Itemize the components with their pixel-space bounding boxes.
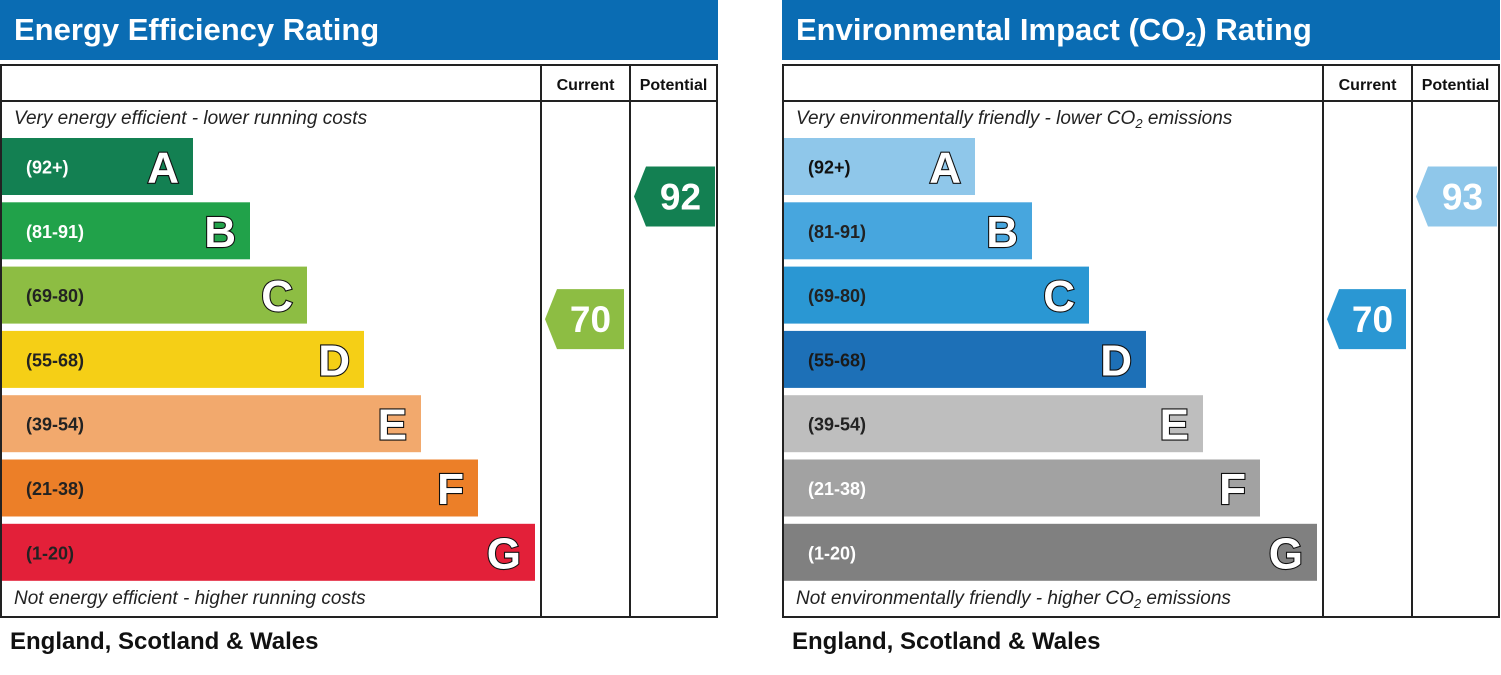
band-bar (784, 459, 1260, 517)
band-bar (784, 523, 1317, 581)
band-e: (39-54) E (2, 395, 421, 453)
band-letter: C (261, 272, 293, 321)
band-letter: F (437, 465, 464, 514)
bottom-note: Not energy efficient - higher running co… (14, 588, 366, 609)
band-letter: E (378, 401, 407, 450)
band-a: (92+) A (784, 138, 975, 195)
potential-column-header: Potential (1422, 77, 1490, 94)
band-range-label: (81-91) (808, 222, 866, 242)
band-bar (2, 395, 421, 453)
band-range-label: (1-20) (808, 543, 856, 563)
band-range-label: (1-20) (26, 543, 74, 563)
footer-region: England, Scotland & Wales (10, 628, 319, 655)
band-c: (69-80) C (784, 266, 1089, 324)
current-column-header: Current (1339, 77, 1397, 94)
band-d: (55-68) D (784, 330, 1146, 388)
band-bar (784, 138, 975, 195)
band-a: (92+) A (2, 138, 193, 195)
band-range-label: (92+) (808, 158, 851, 178)
band-bar (2, 138, 193, 195)
environmental-impact-panel: Current Potential (92+) A (81-91) B (69-80) C (5… (782, 0, 1500, 675)
current-column-header: Current (557, 77, 615, 94)
band-range-label: (69-80) (808, 286, 866, 306)
band-g: (1-20) G (2, 523, 535, 581)
band-letter: C (1043, 272, 1075, 321)
potential-rating: 92 (634, 166, 715, 227)
potential-rating-arrow (634, 166, 715, 227)
environmental-impact-chart: Current Potential (92+) A (81-91) B (69-80) C (5… (782, 64, 1500, 618)
current-rating-arrow (1327, 289, 1406, 350)
band-bar (2, 266, 307, 324)
current-rating-value: 70 (570, 299, 611, 340)
title-bar: Energy Efficiency Rating (0, 0, 718, 60)
band-g: (1-20) G (784, 523, 1317, 581)
current-rating-value: 70 (1352, 299, 1393, 340)
band-bar (2, 523, 535, 581)
band-letter: B (986, 208, 1018, 257)
footer-region: England, Scotland & Wales (792, 628, 1101, 655)
band-b: (81-91) B (784, 202, 1032, 260)
band-bar (784, 202, 1032, 260)
bottom-note: Not environmentally friendly - higher CO… (796, 588, 1231, 611)
band-range-label: (21-38) (808, 479, 866, 499)
potential-rating-value: 92 (660, 177, 701, 218)
band-bar (784, 266, 1089, 324)
band-e: (39-54) E (784, 395, 1203, 453)
top-note: Very energy efficient - lower running co… (14, 108, 368, 129)
band-range-label: (55-68) (26, 350, 84, 370)
band-d: (55-68) D (2, 330, 364, 388)
band-bar (2, 202, 250, 260)
current-rating-arrow (545, 289, 624, 350)
band-range-label: (39-54) (26, 415, 84, 435)
title-bar: Environmental Impact (CO2) Rating (782, 0, 1500, 60)
band-letter: G (1269, 529, 1303, 578)
band-bar (2, 459, 478, 517)
band-letter: F (1219, 465, 1246, 514)
band-range-label: (81-91) (26, 222, 84, 242)
chart-title: Environmental Impact (CO2) Rating (796, 12, 1312, 51)
band-range-label: (55-68) (808, 350, 866, 370)
band-c: (69-80) C (2, 266, 307, 324)
energy-efficiency-panel: Current Potential (92+) A (81-91) B (69-80) C (5… (0, 0, 718, 675)
band-range-label: (21-38) (26, 479, 84, 499)
potential-column-header: Potential (640, 77, 708, 94)
band-range-label: (39-54) (808, 415, 866, 435)
potential-rating-arrow (1416, 166, 1497, 227)
band-letter: E (1160, 401, 1189, 450)
energy-efficiency-chart: Current Potential (92+) A (81-91) B (69-80) C (5… (0, 64, 718, 618)
band-bar (784, 395, 1203, 453)
current-rating: 70 (545, 289, 624, 350)
band-letter: A (929, 144, 961, 193)
top-note: Very environmentally friendly - lower CO… (796, 108, 1233, 131)
band-bar (784, 330, 1146, 388)
band-letter: G (487, 529, 521, 578)
band-f: (21-38) F (2, 459, 478, 517)
chart-title: Energy Efficiency Rating (14, 12, 380, 47)
band-letter: B (204, 208, 236, 257)
band-b: (81-91) B (2, 202, 250, 260)
potential-rating-value: 93 (1442, 177, 1483, 218)
current-rating: 70 (1327, 289, 1406, 350)
band-range-label: (92+) (26, 158, 69, 178)
band-range-label: (69-80) (26, 286, 84, 306)
band-letter: A (147, 144, 179, 193)
band-f: (21-38) F (784, 459, 1260, 517)
band-letter: D (1100, 336, 1132, 385)
potential-rating: 93 (1416, 166, 1497, 227)
band-letter: D (318, 336, 350, 385)
band-bar (2, 330, 364, 388)
